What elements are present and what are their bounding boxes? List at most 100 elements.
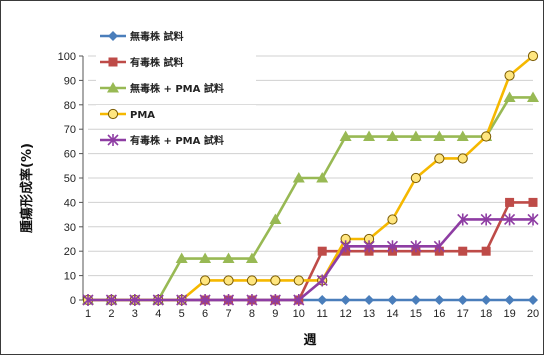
data-point xyxy=(504,295,515,305)
data-point xyxy=(410,240,422,253)
x-tick-label: 7 xyxy=(225,308,231,320)
data-point xyxy=(434,153,445,164)
data-point xyxy=(504,70,515,81)
data-point xyxy=(270,275,281,286)
data-point xyxy=(316,274,328,287)
data-point xyxy=(199,252,212,264)
y-tick-label: 10 xyxy=(64,271,76,283)
data-point xyxy=(434,295,445,305)
data-point xyxy=(293,294,305,306)
x-tick-label: 3 xyxy=(132,308,138,320)
legend-bg xyxy=(96,79,256,96)
data-point xyxy=(433,130,446,142)
y-tick-label: 0 xyxy=(70,295,76,307)
data-point xyxy=(176,294,188,306)
data-point xyxy=(340,240,352,253)
x-tick-label: 19 xyxy=(503,308,515,320)
data-point xyxy=(222,294,235,306)
data-point xyxy=(457,213,469,226)
legend-marker xyxy=(107,134,119,146)
data-point xyxy=(293,275,304,286)
y-tick-label: 100 xyxy=(58,51,76,63)
data-point xyxy=(340,295,351,305)
legend-bg xyxy=(96,105,256,122)
legend-item: 有毒株 試料 xyxy=(96,53,256,70)
x-tick-label: 18 xyxy=(480,308,492,320)
data-point xyxy=(152,294,164,306)
x-tick-label: 2 xyxy=(108,308,114,320)
legend-bg xyxy=(96,27,256,44)
x-tick-label: 4 xyxy=(155,308,161,320)
data-point xyxy=(199,294,211,306)
data-point xyxy=(458,246,468,256)
x-tick-label: 5 xyxy=(179,308,185,320)
x-tick-label: 13 xyxy=(363,308,375,320)
data-point xyxy=(528,295,538,305)
data-point xyxy=(387,214,398,225)
x-tick-label: 6 xyxy=(202,308,208,320)
y-tick-label: 50 xyxy=(64,173,76,185)
data-point xyxy=(246,275,258,286)
series-line xyxy=(88,218,533,302)
y-tick-label: 30 xyxy=(64,222,76,234)
legend-item: PMA xyxy=(96,105,256,122)
data-point xyxy=(175,252,188,264)
data-point xyxy=(503,91,516,102)
y-tick-label: 20 xyxy=(64,246,76,258)
legend-bg xyxy=(96,53,256,70)
data-point xyxy=(527,213,539,226)
legend-label: 無毒株 + PMA 試料 xyxy=(130,82,224,95)
x-tick-label: 16 xyxy=(433,308,445,320)
x-axis-title: 週 xyxy=(303,333,316,348)
y-tick-label: 40 xyxy=(64,197,76,209)
x-tick-label: 10 xyxy=(293,308,305,320)
data-point xyxy=(317,246,327,256)
legend-item: 有毒株 + PMA 試料 xyxy=(96,131,256,148)
x-tick-label: 15 xyxy=(410,308,422,320)
data-point xyxy=(410,172,421,184)
data-point xyxy=(457,295,468,305)
data-point xyxy=(246,294,258,306)
data-point xyxy=(481,295,492,305)
y-axis-title: 腫瘍形成率(%) xyxy=(19,143,35,233)
data-point xyxy=(364,295,375,305)
x-tick-label: 14 xyxy=(386,308,398,320)
data-point xyxy=(316,172,329,183)
legend-bg xyxy=(96,131,256,148)
x-tick-label: 20 xyxy=(527,308,539,320)
y-tick-label: 70 xyxy=(64,124,76,136)
data-point xyxy=(129,294,141,306)
data-point xyxy=(457,153,468,164)
legend-label: 有毒株 + PMA 試料 xyxy=(130,134,224,147)
x-tick-labels: 1 2 3 4 5 6 7 8 9 10 11 12 13 14 15 16 17 18 19 20 xyxy=(85,308,539,320)
data-point xyxy=(527,50,539,62)
legend-marker xyxy=(108,57,118,67)
series-line xyxy=(88,96,533,302)
data-point xyxy=(481,246,491,256)
data-point xyxy=(245,252,258,264)
data-point xyxy=(527,91,539,102)
legend-label: 有毒株 試料 xyxy=(130,56,183,69)
x-tick-label: 8 xyxy=(249,308,255,320)
legend-marker xyxy=(107,82,119,93)
x-tick-label: 17 xyxy=(457,308,469,320)
data-point xyxy=(317,295,328,305)
data-point xyxy=(528,197,538,207)
y-tick-label: 80 xyxy=(64,100,76,112)
x-tick-label: 12 xyxy=(340,308,352,320)
series-4 xyxy=(82,213,539,306)
data-point xyxy=(82,294,94,306)
data-point xyxy=(222,252,235,264)
legend-marker xyxy=(107,108,119,120)
series-2 xyxy=(82,91,539,305)
legend-label: 無毒株 試料 xyxy=(130,30,183,43)
legend-label: PMA xyxy=(130,110,155,121)
y-tick-label: 60 xyxy=(64,149,76,161)
data-point xyxy=(409,130,422,142)
data-point xyxy=(456,130,469,142)
data-point xyxy=(363,240,375,253)
y-tick-labels: 0 10 20 30 40 50 60 70 80 90 100 xyxy=(58,51,76,307)
x-tick-label: 9 xyxy=(272,308,278,320)
data-point xyxy=(269,213,282,224)
